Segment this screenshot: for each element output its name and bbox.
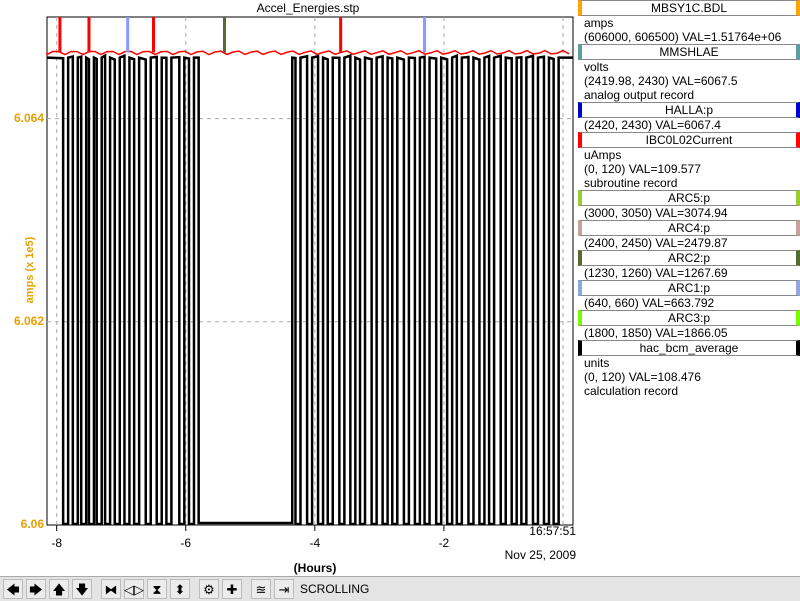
zoom-out-y-button[interactable]: ⬍ [170, 579, 190, 599]
auto-scale-icon: ≊ [255, 581, 267, 597]
legend-detail-line: (2419.98, 2430) VAL=6067.5 [584, 74, 738, 88]
legend-item-arc3-p[interactable]: ARC3:p [578, 310, 800, 326]
legend-detail-line: analog output record [584, 88, 695, 102]
legend-item-arc1-p[interactable]: ARC1:p [578, 280, 800, 296]
x-tick-label: -4 [309, 536, 321, 550]
legend-detail-line: (3000, 3050) VAL=3074.94 [584, 206, 728, 220]
x-axis-end-time: 16:57:51 [529, 524, 576, 538]
toolbar: 🡄 🡆 🡅 🡇 ⧓ ◁▷ ⧗ ⬍ ⚙ ✚ ≊ ⇥ SCROLLING [0, 576, 800, 601]
legend-detail-line: (2400, 2450) VAL=2479.87 [584, 236, 728, 250]
zoom-in-y-button[interactable]: ⧗ [147, 579, 167, 599]
x-tick-label: -2 [438, 536, 450, 550]
legend-detail-line: subroutine record [584, 176, 678, 190]
status-text: SCROLLING [300, 582, 370, 596]
legend-detail-line: (1800, 1850) VAL=1866.05 [584, 326, 728, 340]
legend-detail-line: volts [584, 60, 609, 74]
zoom-out-x-button[interactable]: ◁▷ [124, 579, 144, 599]
legend-detail-line: units [584, 356, 610, 370]
y-axis-label: amps (x 1e5) [24, 236, 36, 304]
add-pv-button[interactable]: ✚ [222, 579, 242, 599]
legend-panel: MBSY1C.BDL amps (606000, 606500) VAL=1.517… [578, 0, 800, 398]
arrow-left-icon: 🡄 [6, 581, 20, 597]
y-tick-label: 6.062 [13, 313, 44, 328]
legend-item-arc5-p[interactable]: ARC5:p [578, 190, 800, 206]
x-tick-label: -6 [180, 536, 192, 550]
arrow-right-icon: 🡆 [29, 581, 43, 597]
scroll-down-button[interactable]: 🡇 [72, 579, 92, 599]
legend-detail-line: amps [584, 16, 614, 30]
config-button[interactable]: ⚙ [199, 579, 219, 599]
auto-scale-button[interactable]: ≊ [251, 579, 271, 599]
legend-detail-line: (0, 120) VAL=108.476 [584, 370, 701, 384]
zoom-in-x-button[interactable]: ⧓ [101, 579, 121, 599]
zoom-out-vertical-icon: ⬍ [174, 581, 186, 597]
zoom-out-horizontal-icon: ◁▷ [124, 581, 144, 597]
zoom-in-vertical-icon: ⧗ [152, 581, 162, 597]
legend-detail-line: (640, 660) VAL=663.792 [584, 296, 715, 310]
legend-detail-line: calculation record [584, 384, 679, 398]
scroll-left-button[interactable]: 🡄 [3, 579, 23, 599]
legend-item-ibc0l02current[interactable]: IBC0L02Current [578, 132, 800, 148]
legend-item-mmshlae[interactable]: MMSHLAE [578, 44, 800, 60]
legend-item-mbsy1c-bdl[interactable]: MBSY1C.BDL [578, 0, 800, 16]
legend-detail-line: (606000, 606500) VAL=1.51764e+06 [584, 30, 782, 44]
legend-detail-line: (1230, 1260) VAL=1267.69 [584, 266, 728, 280]
arrow-down-icon: 🡇 [75, 581, 89, 597]
x-axis-label: (Hours) [293, 561, 337, 575]
y-tick-label: 6.06 [20, 517, 44, 531]
legend-item-hac-bcm-average[interactable]: hac_bcm_average [578, 340, 800, 356]
jump-to-end-icon: ⇥ [278, 581, 290, 597]
series-line-mbsy1c-bdl [46, 53, 573, 526]
x-axis-end-date: Nov 25, 2009 [504, 548, 576, 562]
legend-item-halla-p[interactable]: HALLA:p [578, 102, 800, 118]
chart-title: Accel_Energies.stp [256, 1, 360, 15]
legend-item-arc4-p[interactable]: ARC4:p [578, 220, 800, 236]
zoom-in-horizontal-icon: ⧓ [104, 581, 118, 597]
scroll-up-button[interactable]: 🡅 [49, 579, 69, 599]
x-tick-label: -8 [51, 536, 62, 550]
plus-icon: ✚ [226, 581, 238, 597]
plot-area[interactable] [0, 0, 800, 576]
legend-detail-line: uAmps [584, 148, 622, 162]
to-now-button[interactable]: ⇥ [274, 579, 294, 599]
y-tick-label: 6.064 [13, 110, 44, 125]
legend-detail-line: (0, 120) VAL=109.577 [584, 162, 701, 176]
arrow-up-icon: 🡅 [52, 581, 66, 597]
gear-icon: ⚙ [203, 581, 215, 597]
scroll-right-button[interactable]: 🡆 [26, 579, 46, 599]
legend-item-arc2-p[interactable]: ARC2:p [578, 250, 800, 266]
legend-detail-line: (2420, 2430) VAL=6067.4 [584, 118, 721, 132]
